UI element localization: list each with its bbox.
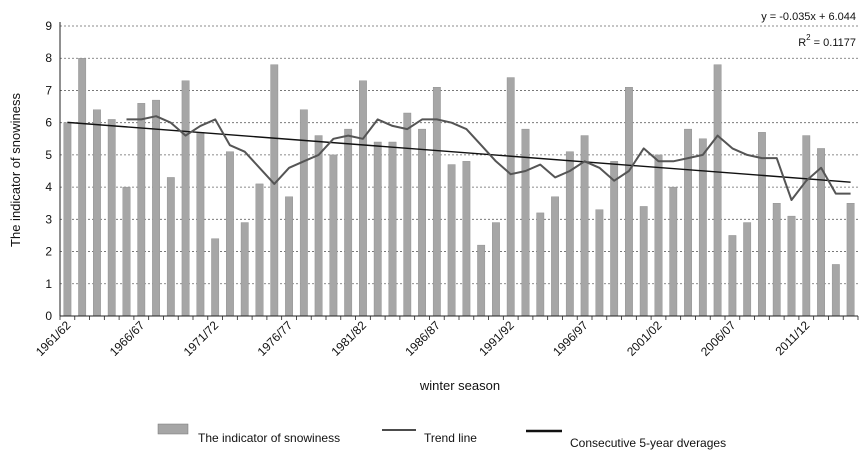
bar xyxy=(93,109,101,317)
bar xyxy=(610,161,619,317)
bar xyxy=(477,244,486,317)
r-squared-annotation: R2 = 0.1177 xyxy=(798,33,856,49)
bar xyxy=(787,215,796,317)
legend-bar-swatch xyxy=(157,423,189,435)
bar xyxy=(447,164,456,317)
bar xyxy=(698,138,707,317)
y-tick-label: 1 xyxy=(45,277,52,291)
x-tick-label: 1996/97 xyxy=(550,318,591,359)
x-tick-label: 1986/87 xyxy=(402,318,443,359)
bar xyxy=(758,132,766,317)
bar xyxy=(831,264,840,317)
x-tick-labels: 1961/62 1966/67 1971/72 1976/77 1981/82 1986/… xyxy=(33,318,813,359)
x-tick-label: 2011/12 xyxy=(772,318,812,358)
trend-line-group xyxy=(67,121,851,183)
x-tick-label: 1981/82 xyxy=(328,318,369,359)
bar xyxy=(654,154,663,317)
legend-average-label: Consecutive 5-year dverages xyxy=(570,436,726,450)
moving-average-group xyxy=(126,115,851,201)
legend-trend-label: Trend line xyxy=(424,431,477,445)
bar xyxy=(846,203,855,317)
bar xyxy=(314,135,323,317)
bar xyxy=(625,87,633,317)
bar xyxy=(78,58,87,317)
axes xyxy=(59,22,859,320)
y-tick-label: 2 xyxy=(45,245,52,259)
bar xyxy=(211,238,220,317)
r-squared-superscript: 2 xyxy=(806,33,811,42)
bar xyxy=(595,209,604,317)
bar xyxy=(329,154,338,317)
bar xyxy=(359,80,367,317)
bar xyxy=(772,203,781,317)
r-squared-value: = 0.1177 xyxy=(811,37,856,49)
legend: The indicator of snowiness Trend line Co… xyxy=(157,423,726,450)
bar xyxy=(536,212,545,317)
bar xyxy=(432,87,441,317)
bar xyxy=(492,222,500,317)
bar xyxy=(373,141,382,317)
bar xyxy=(226,151,234,317)
bar xyxy=(802,135,811,317)
y-axis-title: The indicator of snowiness xyxy=(8,93,23,247)
bar xyxy=(669,186,678,317)
y-tick-label: 4 xyxy=(45,180,52,194)
grid-lines xyxy=(60,25,858,285)
x-tick-label: 1976/77 xyxy=(255,318,296,359)
x-axis-title: winter season xyxy=(419,378,500,393)
trend-equation: y = -0.035x + 6.044 xyxy=(761,11,856,23)
trend-line xyxy=(67,121,851,183)
bars xyxy=(63,58,855,317)
r-squared-r: R xyxy=(798,37,806,49)
bar xyxy=(713,64,722,317)
bar xyxy=(152,99,160,317)
bar xyxy=(122,186,131,317)
bar xyxy=(506,77,515,317)
bar xyxy=(166,177,175,317)
y-tick-label: 9 xyxy=(45,19,52,33)
bar xyxy=(418,128,426,317)
bar xyxy=(743,222,752,317)
bar xyxy=(639,206,648,317)
y-tick-label: 0 xyxy=(45,309,52,323)
bar xyxy=(462,161,471,317)
bar xyxy=(551,196,559,317)
moving-average-line xyxy=(126,115,851,201)
bar xyxy=(388,141,397,317)
bar xyxy=(270,64,279,317)
x-tick-label: 2001/02 xyxy=(624,318,665,359)
x-tick-label: 2006/07 xyxy=(698,318,739,359)
bar xyxy=(565,151,574,317)
bar xyxy=(403,112,412,317)
bar xyxy=(181,80,190,317)
bar xyxy=(63,122,72,317)
bar xyxy=(137,103,146,317)
x-tick-label: 1961/62 xyxy=(33,318,74,359)
bar xyxy=(240,222,249,317)
y-tick-label: 3 xyxy=(45,212,52,226)
y-tick-label: 5 xyxy=(45,148,52,162)
y-tick-label: 8 xyxy=(45,51,52,65)
bar xyxy=(728,235,737,317)
y-tick-label: 7 xyxy=(45,83,52,97)
legend-bar-label: The indicator of snowiness xyxy=(198,431,340,445)
x-tick-label: 1991/92 xyxy=(476,318,517,359)
bar xyxy=(255,183,264,317)
x-tick-label: 1966/67 xyxy=(107,318,148,359)
y-tick-labels: 0 1 2 3 4 5 6 7 8 9 xyxy=(45,19,52,323)
bar xyxy=(344,128,353,317)
x-tick-label: 1971/72 xyxy=(181,318,222,359)
bar xyxy=(196,132,205,317)
bar xyxy=(107,119,116,317)
y-tick-label: 6 xyxy=(45,116,52,130)
bar xyxy=(285,196,293,317)
